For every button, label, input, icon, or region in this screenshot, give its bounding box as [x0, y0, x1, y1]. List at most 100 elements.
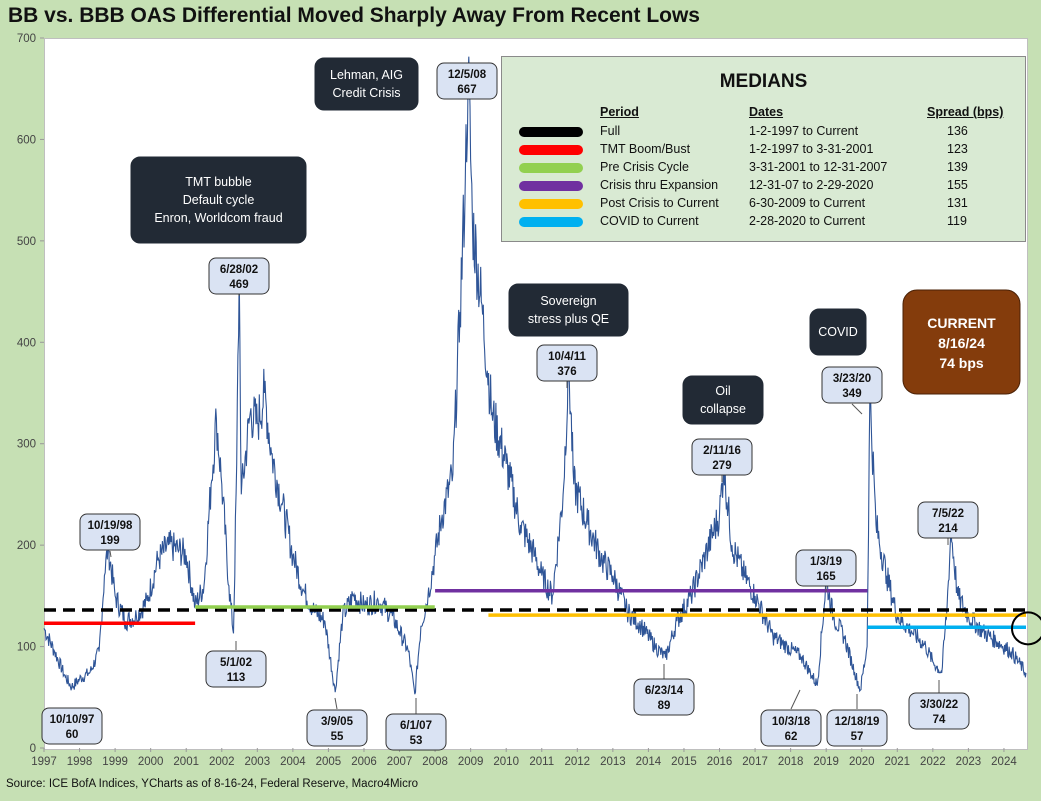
annotation-value: 165 — [816, 571, 836, 583]
spread-series-line — [43, 56, 1027, 695]
annotation-callout — [205, 650, 267, 688]
callout-pointer — [790, 689, 801, 710]
x-tick-label: 2008 — [422, 756, 448, 768]
x-tick-label: 2000 — [138, 756, 164, 768]
event-label-box — [809, 308, 867, 356]
y-tick-label: 700 — [17, 33, 36, 45]
x-tick-label: 2006 — [351, 756, 377, 768]
medians-legend: MEDIANS Period Dates Spread (bps) Full 1… — [501, 56, 1026, 242]
annotation-value: 57 — [851, 731, 864, 743]
medians-row-crisis: Crisis thru Expansion 12-31-07 to 2-29-2… — [502, 178, 1025, 196]
x-tick-label: 2003 — [245, 756, 271, 768]
medians-period: COVID to Current — [600, 214, 699, 228]
event-label-line: Oil — [715, 384, 730, 398]
medians-spread: 155 — [947, 178, 968, 192]
event-label-line: Enron, Worldcom fraud — [154, 211, 282, 225]
y-tick-label: 300 — [17, 439, 36, 451]
annotation-callout — [633, 678, 695, 716]
medians-spread: 131 — [947, 196, 968, 210]
x-tick-label: 1999 — [102, 756, 128, 768]
medians-spread: 123 — [947, 142, 968, 156]
x-tick-label: 2009 — [458, 756, 484, 768]
annotation-value: 469 — [229, 279, 248, 291]
annotation-callout — [385, 713, 447, 751]
event-label-line: Lehman, AIG — [330, 68, 403, 82]
x-tick-label: 2011 — [529, 756, 554, 768]
annotation-value: 214 — [938, 523, 958, 535]
chart-title: BB vs. BBB OAS Differential Moved Sharpl… — [8, 4, 700, 27]
y-tick-label: 400 — [17, 337, 36, 349]
legend-swatch — [519, 181, 583, 191]
annotation-callout — [908, 692, 970, 730]
annotation-callout — [536, 344, 598, 382]
annotation-value: 74 — [933, 714, 946, 726]
x-tick-label: 2004 — [280, 756, 306, 768]
x-tick-label: 2012 — [565, 756, 591, 768]
x-tick-label: 2016 — [707, 756, 733, 768]
annotation-callout — [79, 513, 141, 551]
annotation-value: 55 — [331, 731, 344, 743]
annotation-value: 279 — [712, 460, 731, 472]
current-line: CURRENT — [927, 315, 996, 331]
annotation-callout — [826, 709, 888, 747]
event-label-line: COVID — [818, 325, 858, 339]
y-tick-label: 0 — [30, 743, 36, 755]
annotation-date: 5/1/02 — [220, 657, 252, 669]
event-label-line: Sovereign — [540, 294, 596, 308]
annotation-callout — [795, 549, 857, 587]
annotation-callout — [306, 709, 368, 747]
annotation-value: 60 — [66, 729, 79, 741]
medians-period: Full — [600, 124, 621, 138]
event-label-box — [682, 375, 764, 425]
annotation-date: 10/4/11 — [548, 351, 586, 363]
legend-swatch — [519, 127, 583, 137]
medians-period: Crisis thru Expansion — [600, 178, 719, 192]
current-box — [902, 289, 1021, 395]
x-tick-label: 2018 — [778, 756, 804, 768]
annotation-date: 12/18/19 — [835, 716, 880, 728]
medians-dates: 1-2-1997 to Current — [749, 124, 859, 138]
annotation-date: 10/3/18 — [772, 716, 811, 728]
medians-period: Post Crisis to Current — [600, 196, 719, 210]
callout-pointer — [109, 550, 112, 558]
annotation-date: 3/9/05 — [321, 716, 354, 728]
x-tick-label: 2010 — [493, 756, 519, 768]
event-label-line: TMT bubble — [185, 175, 252, 189]
x-tick-label: 1998 — [67, 756, 93, 768]
x-tick-label: 2021 — [884, 756, 910, 768]
medians-row-full: Full 1-2-1997 to Current 136 — [502, 124, 1025, 142]
annotation-callout — [821, 366, 883, 404]
medians-period: Pre Crisis Cycle — [600, 160, 689, 174]
x-tick-label: 2014 — [636, 756, 662, 768]
y-tick-label: 600 — [17, 134, 36, 146]
annotation-value: 376 — [557, 366, 576, 378]
medians-dates: 1-2-1997 to 3-31-2001 — [749, 142, 874, 156]
annotation-date: 6/23/14 — [645, 685, 684, 697]
x-tick-label: 2019 — [813, 756, 839, 768]
annotation-callout — [760, 709, 822, 747]
annotation-callout — [436, 62, 498, 100]
annotation-value: 89 — [658, 700, 671, 712]
current-line: 8/16/24 — [938, 335, 985, 351]
x-tick-label: 2017 — [742, 756, 768, 768]
x-tick-label: 2002 — [209, 756, 235, 768]
annotation-callout — [208, 257, 270, 295]
x-tick-label: 2015 — [671, 756, 697, 768]
x-tick-label: 2020 — [849, 756, 875, 768]
x-tick-label: 2005 — [316, 756, 342, 768]
medians-row-covid: COVID to Current 2-28-2020 to Current 11… — [502, 214, 1025, 232]
annotation-value: 667 — [457, 84, 476, 96]
annotation-date: 10/10/97 — [50, 714, 95, 726]
annotation-date: 3/23/20 — [833, 373, 871, 385]
legend-swatch — [519, 163, 583, 173]
x-tick-label: 2001 — [173, 756, 199, 768]
annotation-date: 12/5/08 — [448, 69, 487, 81]
y-tick-label: 200 — [17, 540, 36, 552]
legend-swatch — [519, 217, 583, 227]
annotation-date: 6/28/02 — [220, 264, 258, 276]
annotation-date: 3/30/22 — [920, 699, 958, 711]
annotation-callout — [41, 707, 103, 745]
annotation-callout — [917, 501, 979, 539]
event-label-line: Default cycle — [183, 193, 255, 207]
legend-swatch — [519, 199, 583, 209]
